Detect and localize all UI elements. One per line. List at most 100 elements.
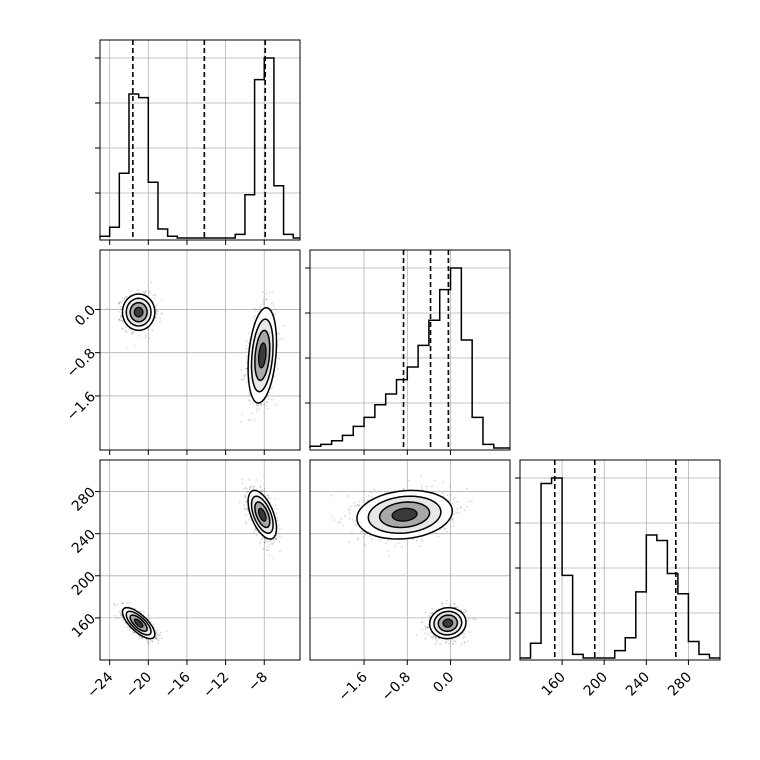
scatter-point — [242, 504, 245, 506]
scatter-point — [242, 378, 245, 381]
scatter-point — [246, 355, 248, 358]
scatter-frame — [99, 249, 301, 451]
scatter-point — [126, 626, 128, 628]
scatter-point — [247, 508, 249, 511]
scatter-point — [453, 603, 456, 605]
scatter-point — [119, 614, 122, 616]
scatter-point — [256, 534, 258, 536]
scatter-point — [264, 490, 266, 493]
scatter-point — [276, 345, 279, 348]
scatter-point — [255, 488, 258, 490]
scatter-point — [257, 311, 260, 313]
scatter-point — [462, 611, 465, 613]
scatter-point — [155, 630, 157, 632]
x-tick-label: −24 — [84, 669, 116, 701]
x-tick-label: 200 — [581, 669, 611, 699]
scatter-point — [252, 486, 254, 488]
scatter-point — [247, 347, 250, 349]
scatter-point — [445, 642, 447, 644]
scatter-point — [244, 501, 247, 503]
scatter-point — [148, 291, 150, 293]
histogram-step-line — [99, 57, 300, 239]
scatter-point — [258, 404, 260, 406]
scatter-point — [243, 487, 246, 490]
y-tick-label: −1.6 — [64, 389, 99, 424]
scatter-point — [462, 637, 465, 639]
scatter-point — [263, 403, 265, 405]
scatter-point — [155, 638, 158, 641]
scatter-point — [255, 308, 257, 311]
scatter-point — [253, 419, 256, 422]
scatter-point — [265, 298, 268, 300]
scatter-point — [240, 369, 242, 371]
scatter-point — [259, 306, 262, 308]
scatter-point — [121, 615, 124, 617]
scatter-point — [463, 608, 466, 611]
scatter-point — [243, 374, 245, 377]
scatter-point — [155, 308, 157, 311]
scatter-point — [122, 602, 124, 605]
scatter-point — [244, 520, 247, 523]
scatter-point — [246, 488, 248, 490]
scatter-point — [367, 499, 369, 501]
scatter-point — [259, 486, 262, 488]
scatter-point — [351, 532, 353, 534]
density-contour — [133, 618, 144, 628]
scatter-panel-1-0: −1.6−0.80.0 — [64, 249, 301, 455]
scatter-point — [453, 640, 455, 642]
scatter-point — [263, 300, 265, 303]
scatter-point — [275, 538, 277, 541]
scatter-point — [271, 542, 273, 545]
scatter-point — [272, 543, 274, 545]
scatter-point — [259, 542, 261, 544]
scatter-point — [120, 613, 123, 616]
scatter-point — [149, 620, 152, 623]
scatter-point — [159, 634, 161, 636]
scatter-point — [364, 543, 366, 546]
scatter-point — [133, 632, 135, 634]
scatter-point — [429, 612, 431, 615]
scatter-point — [333, 519, 335, 521]
scatter-point — [252, 488, 254, 490]
scatter-point — [281, 338, 283, 340]
scatter-point — [278, 332, 280, 335]
scatter-point — [128, 626, 130, 629]
scatter-point — [260, 403, 262, 405]
scatter-point — [430, 632, 432, 634]
scatter-point — [260, 403, 263, 405]
scatter-point — [264, 541, 266, 544]
scatter-point — [156, 313, 158, 315]
scatter-point — [262, 303, 265, 305]
scatter-point — [145, 290, 147, 292]
scatter-point — [271, 290, 274, 293]
scatter-point — [431, 636, 434, 638]
scatter-point — [114, 605, 116, 607]
scatter-point — [279, 528, 281, 530]
scatter-point — [266, 407, 269, 410]
scatter-point — [254, 528, 257, 530]
scatter-point — [274, 308, 277, 311]
scatter-point — [367, 495, 370, 497]
scatter-point — [244, 494, 246, 496]
scatter-point — [121, 297, 124, 299]
y-tick-label: 0.0 — [72, 302, 99, 329]
scatter-point — [158, 634, 160, 637]
scatter-point — [243, 376, 246, 378]
scatter-point — [248, 399, 250, 401]
scatter-point — [283, 324, 285, 327]
scatter-point — [464, 641, 466, 644]
y-tick-label: 280 — [69, 485, 99, 515]
scatter-point — [260, 404, 263, 407]
scatter-point — [266, 540, 268, 543]
y-tick-label: 240 — [69, 527, 99, 557]
scatter-point — [157, 642, 159, 645]
scatter-point — [278, 541, 281, 543]
scatter-point — [243, 507, 245, 510]
y-tick-label: 200 — [69, 569, 99, 599]
scatter-point — [249, 418, 252, 421]
scatter-point — [277, 343, 279, 346]
scatter-point — [269, 540, 271, 542]
scatter-point — [456, 511, 458, 514]
scatter-point — [265, 293, 268, 295]
scatter-point — [246, 492, 248, 494]
